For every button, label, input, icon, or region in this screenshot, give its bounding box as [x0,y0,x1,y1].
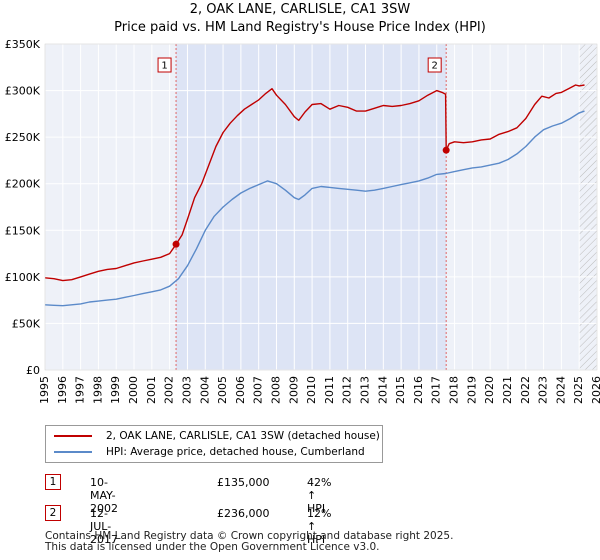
x-tick-label: 2003 [180,376,193,404]
x-tick-label: 2020 [483,376,496,404]
legend-label-hpi: HPI: Average price, detached house, Cumb… [106,446,365,458]
x-tick-label: 2016 [412,376,425,404]
series-line [44,84,585,282]
y-tick-label: £50K [12,317,41,330]
footer-notice: Contains HM Land Registry data © Crown c… [45,531,453,553]
x-tick-label: 2009 [287,376,300,404]
x-tick-label: 2022 [519,376,532,404]
price-chart: 1995 1996 1997 1998 1999 2000 2001 2002 2003 2004… [5,38,600,404]
y-tick-label: £200K [5,178,41,191]
sale-label-box [427,57,442,73]
x-tick-label: 2017 [430,376,443,404]
x-tick-label: 2012 [341,376,354,404]
legend-item-hpi: HPI: Average price, detached house, Cumb… [54,445,365,459]
legend-label-property: 2, OAK LANE, CARLISLE, CA1 3SW (detached… [106,430,380,442]
x-tick-label: 1999 [109,376,122,404]
transaction-marker-1: 1 [45,474,61,490]
legend-swatch-hpi [54,451,92,453]
x-tick-label: 2019 [465,376,478,404]
legend-swatch-property [54,435,92,437]
x-tick-label: 2014 [376,376,389,404]
transaction-hpi-change: 12% ↑ HPI [307,507,332,546]
y-tick-label: £300K [5,85,41,98]
x-tick-label: 2002 [163,376,176,404]
chart-title-line2: Price paid vs. HM Land Registry's House … [114,20,486,35]
sale-point [172,240,180,248]
x-tick-label: 2000 [127,376,140,404]
sale-point [442,146,450,154]
x-tick-label: 2011 [323,376,336,404]
y-tick-label: £250K [5,131,41,144]
x-tick-label: 2024 [554,376,567,404]
sale-label-number: 1 [161,61,167,72]
series-line [44,110,585,307]
highlight-span [176,44,447,370]
chart-title-line1: 2, OAK LANE, CARLISLE, CA1 3SW [189,2,411,17]
y-tick-label: £350K [5,38,41,51]
x-tick-label: 2008 [269,376,282,404]
sale-label-box [157,57,172,73]
x-tick-label: 2023 [537,376,550,404]
transaction-hpi-change: 42% ↑ HPI [307,476,332,515]
y-tick-label: £100K [5,271,41,284]
y-tick-label: £150K [5,224,41,237]
x-tick-label: 2006 [234,376,247,404]
x-tick-label: 2001 [145,376,158,404]
future-region [579,44,597,370]
legend-item-property: 2, OAK LANE, CARLISLE, CA1 3SW (detached… [54,429,380,443]
plot-frame [44,43,598,371]
x-tick-label: 2021 [501,376,514,404]
sale-label-number: 2 [431,61,437,72]
x-tick-label: 2010 [305,376,318,404]
transaction-price: £236,000 [217,507,270,520]
x-tick-label: 2015 [394,376,407,404]
x-tick-label: 2004 [198,376,211,404]
y-tick-label: £0 [26,364,40,377]
x-tick-label: 2018 [448,376,461,404]
x-tick-label: 2013 [359,376,372,404]
transaction-date: 12-JUL-2017 [90,507,118,546]
x-tick-label: 1998 [91,376,104,404]
x-tick-label: 2025 [572,376,585,404]
x-tick-label: 1996 [56,376,69,404]
x-tick-label: 2007 [252,376,265,404]
footer-copyright: Contains HM Land Registry data © Crown c… [45,530,454,542]
chart-legend: 2, OAK LANE, CARLISLE, CA1 3SW (detached… [45,425,383,463]
x-tick-label: 2026 [590,376,600,404]
transaction-marker-2: 2 [45,505,61,521]
x-tick-label: 1995 [38,376,51,404]
x-tick-label: 2005 [216,376,229,404]
transaction-price: £135,000 [217,476,270,489]
x-tick-label: 1997 [74,376,87,404]
transaction-date: 10-MAY-2002 [90,476,118,515]
footer-license: This data is licensed under the Open Gov… [45,541,380,553]
